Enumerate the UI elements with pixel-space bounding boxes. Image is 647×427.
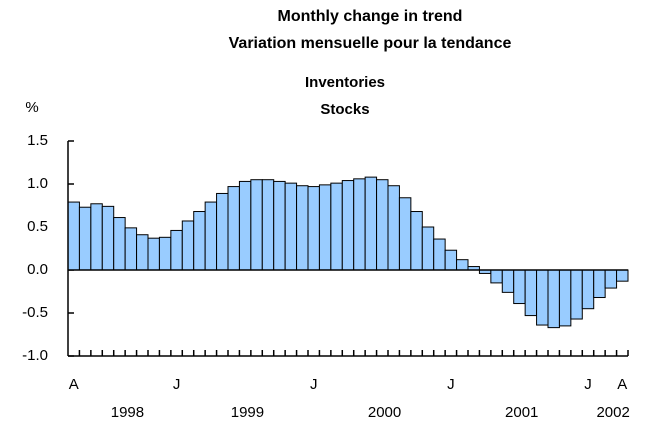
bar — [238, 180, 252, 271]
x-tick-label: A — [617, 376, 627, 393]
chart-subtitle: Inventories — [305, 74, 385, 91]
year-label: 2000 — [368, 404, 401, 421]
bar — [570, 269, 583, 320]
bar — [536, 269, 549, 326]
x-tick-label: A — [69, 376, 79, 393]
bar — [376, 179, 389, 271]
bar — [136, 234, 149, 271]
bar — [593, 269, 606, 299]
bar — [124, 227, 138, 271]
bar — [433, 238, 446, 271]
bar — [284, 182, 298, 271]
bar — [490, 269, 503, 284]
y-tick-label: 0.0 — [27, 261, 48, 278]
x-tick-label: J — [584, 376, 592, 393]
x-tick-label: J — [447, 376, 455, 393]
y-tick-label: 0.5 — [27, 218, 48, 235]
bar — [616, 269, 629, 282]
y-tick-label: -0.5 — [22, 304, 48, 321]
x-tick-label: J — [310, 376, 318, 393]
bar — [273, 180, 286, 271]
bar — [158, 236, 172, 271]
bar — [90, 203, 103, 271]
bar — [456, 259, 469, 271]
bar — [113, 217, 126, 271]
chart-title: Monthly change in trend — [278, 8, 463, 25]
chart-subtitle: Stocks — [320, 101, 369, 118]
bar — [193, 211, 206, 271]
bar — [78, 206, 92, 271]
bar — [364, 176, 378, 271]
bar — [181, 220, 195, 271]
year-label: 2002 — [596, 404, 629, 421]
bar — [524, 269, 538, 317]
bar — [604, 269, 618, 289]
year-label: 1999 — [231, 404, 264, 421]
bar — [558, 269, 572, 327]
bar — [227, 186, 240, 271]
x-tick-label: J — [173, 376, 181, 393]
bar — [261, 179, 275, 271]
bar — [147, 237, 160, 271]
chart-title: Variation mensuelle pour la tendance — [229, 35, 512, 52]
bar — [307, 186, 320, 271]
year-label: 1998 — [111, 404, 144, 421]
bar — [581, 269, 595, 310]
bar — [410, 211, 423, 271]
bar — [296, 185, 309, 271]
bar — [501, 269, 515, 293]
bar — [170, 229, 183, 271]
bar — [318, 184, 332, 271]
bar — [250, 179, 263, 271]
bar — [330, 182, 343, 271]
bar — [353, 178, 366, 271]
bar — [204, 201, 218, 271]
year-label: 2001 — [505, 404, 538, 421]
bar — [398, 197, 412, 271]
bar — [387, 185, 400, 271]
bar — [67, 201, 80, 271]
y-tick-label: -1.0 — [22, 347, 48, 364]
bar — [444, 249, 458, 271]
bar — [513, 269, 526, 305]
bar — [216, 192, 229, 271]
bar — [341, 180, 355, 271]
y-tick-label: 1.5 — [27, 132, 48, 149]
y-axis-label: % — [25, 99, 38, 116]
y-tick-label: 1.0 — [27, 175, 48, 192]
bar — [101, 205, 115, 271]
bar — [547, 269, 560, 329]
bar — [421, 226, 435, 271]
